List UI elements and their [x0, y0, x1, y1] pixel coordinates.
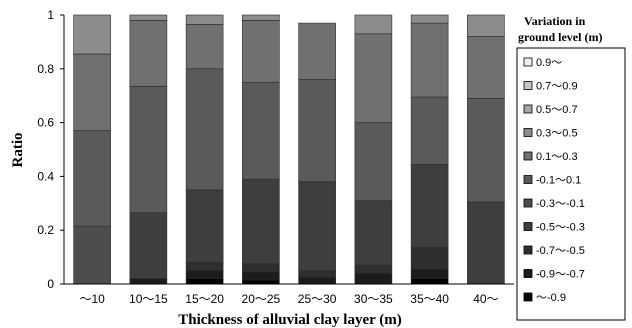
bar-segment	[410, 22, 449, 98]
y-tick-label: 0.6	[37, 116, 54, 130]
legend-label: 0.3～0.5	[536, 128, 578, 140]
bar-segment	[185, 189, 224, 263]
legend-swatch	[523, 292, 533, 302]
bar-segment	[185, 24, 224, 70]
bar-segment	[242, 263, 280, 273]
x-axis-label: Thickness of alluvial clay layer (m)	[178, 312, 401, 328]
bar-segment	[298, 270, 336, 278]
legend-swatch	[523, 128, 533, 137]
legend-label: -0.5～-0.3	[536, 222, 585, 234]
x-tick-label: 10～15	[129, 292, 168, 306]
legend-swatch	[523, 151, 533, 161]
legend-label: -0.9～-0.7	[536, 269, 585, 281]
bar-segment	[129, 20, 168, 87]
x-ticks-group: ～10 10～15 15～20 20～25 25～30 30～35 35～40 40～	[79, 292, 498, 306]
bar-segment	[467, 201, 505, 285]
x-tick-label: ～10	[79, 292, 105, 306]
bar-segment	[242, 279, 280, 285]
x-tick-label: 40～	[473, 292, 498, 306]
bar-segment	[354, 264, 393, 274]
bar-segment	[73, 14, 111, 55]
legend-swatch	[523, 198, 533, 208]
bar-segment	[410, 268, 449, 279]
bar-segment	[410, 163, 449, 248]
x-tick-label: 30～35	[354, 292, 393, 306]
legend-swatch	[523, 269, 533, 278]
y-axis-label: Ratio	[10, 133, 26, 168]
bar-segment	[354, 122, 393, 201]
legend: Variation in ground level (m) 0.9～ 0.7～0.…	[516, 14, 626, 321]
bar-segment	[410, 278, 449, 285]
legend-swatch	[523, 104, 533, 114]
bar-segment	[467, 36, 505, 99]
legend-items: 0.9～ 0.7～0.9 0.5～0.7 0.3～0.5 0.1～0.3 -0.1～0.1…	[523, 57, 585, 304]
legend-label: ～-0.9	[536, 292, 566, 304]
legend-box	[516, 47, 626, 321]
bar-segment	[185, 14, 224, 25]
bar-segment	[242, 20, 280, 83]
legend-title-line1: Variation in	[524, 14, 586, 28]
bar-segment	[298, 79, 336, 183]
y-tick-label: 0.4	[37, 169, 54, 183]
x-tick-label: 25～30	[298, 292, 337, 306]
x-tick-label: 20～25	[242, 292, 281, 306]
legend-label: 0.7～0.9	[536, 81, 578, 93]
y-tick-label: 0.8	[37, 62, 54, 76]
y-ticks-group: 0 0.2 0.4 0.6 0.8 1	[37, 8, 64, 291]
bar-segment	[129, 85, 168, 214]
bar-segment	[298, 22, 336, 80]
bar-segment	[73, 130, 111, 227]
bar-segment	[467, 14, 505, 37]
bar-segment	[298, 276, 336, 285]
legend-label: -0.3～-0.1	[536, 198, 585, 210]
bar-segment	[410, 247, 449, 270]
bar-segment	[410, 14, 449, 24]
x-tick-label: 15～20	[185, 292, 224, 306]
bar-segment	[242, 81, 280, 180]
y-tick-label: 0.2	[37, 223, 54, 237]
legend-swatch	[523, 175, 533, 184]
legend-label: 0.5～0.7	[536, 104, 578, 116]
bar-segment	[129, 212, 168, 279]
legend-label: 0.9～	[536, 57, 562, 69]
legend-swatch	[523, 57, 533, 67]
legend-label: -0.7～-0.5	[536, 245, 585, 257]
bar-segment	[73, 225, 111, 285]
bar-segment	[129, 278, 168, 285]
bar-segment	[129, 14, 168, 21]
bar-segment	[410, 96, 449, 165]
bar-segment	[73, 53, 111, 131]
y-tick-label: 0	[47, 277, 54, 291]
bar-segment	[298, 181, 336, 271]
legend-title-line2: ground level (m)	[518, 30, 602, 44]
y-tick-label: 1	[47, 8, 54, 22]
bar-segment	[185, 262, 224, 271]
bar-segment	[242, 178, 280, 265]
bars-group	[73, 14, 505, 285]
axes-group	[63, 15, 514, 285]
bar-segment	[467, 98, 505, 203]
legend-swatch	[523, 245, 533, 255]
bar-segment	[242, 271, 280, 281]
bar-segment	[354, 33, 393, 123]
bar-segment	[242, 14, 280, 21]
bar-segment	[185, 68, 224, 191]
x-tick-label: 35～40	[410, 292, 449, 306]
bar-segment	[354, 200, 393, 266]
legend-swatch	[523, 222, 533, 231]
bar-segment	[185, 278, 224, 285]
bar-segment	[354, 272, 393, 285]
bar-segment	[185, 270, 224, 279]
legend-label: 0.1～0.3	[536, 151, 578, 163]
legend-swatch	[523, 81, 533, 90]
bar-segment	[354, 14, 393, 35]
legend-label: -0.1～0.1	[536, 175, 581, 187]
